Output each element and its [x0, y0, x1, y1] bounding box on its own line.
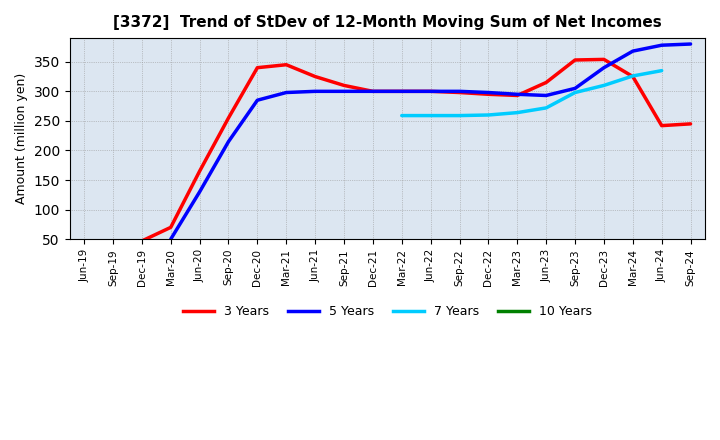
Y-axis label: Amount (million yen): Amount (million yen)	[15, 73, 28, 204]
Legend: 3 Years, 5 Years, 7 Years, 10 Years: 3 Years, 5 Years, 7 Years, 10 Years	[178, 301, 597, 323]
Title: [3372]  Trend of StDev of 12-Month Moving Sum of Net Incomes: [3372] Trend of StDev of 12-Month Moving…	[113, 15, 662, 30]
